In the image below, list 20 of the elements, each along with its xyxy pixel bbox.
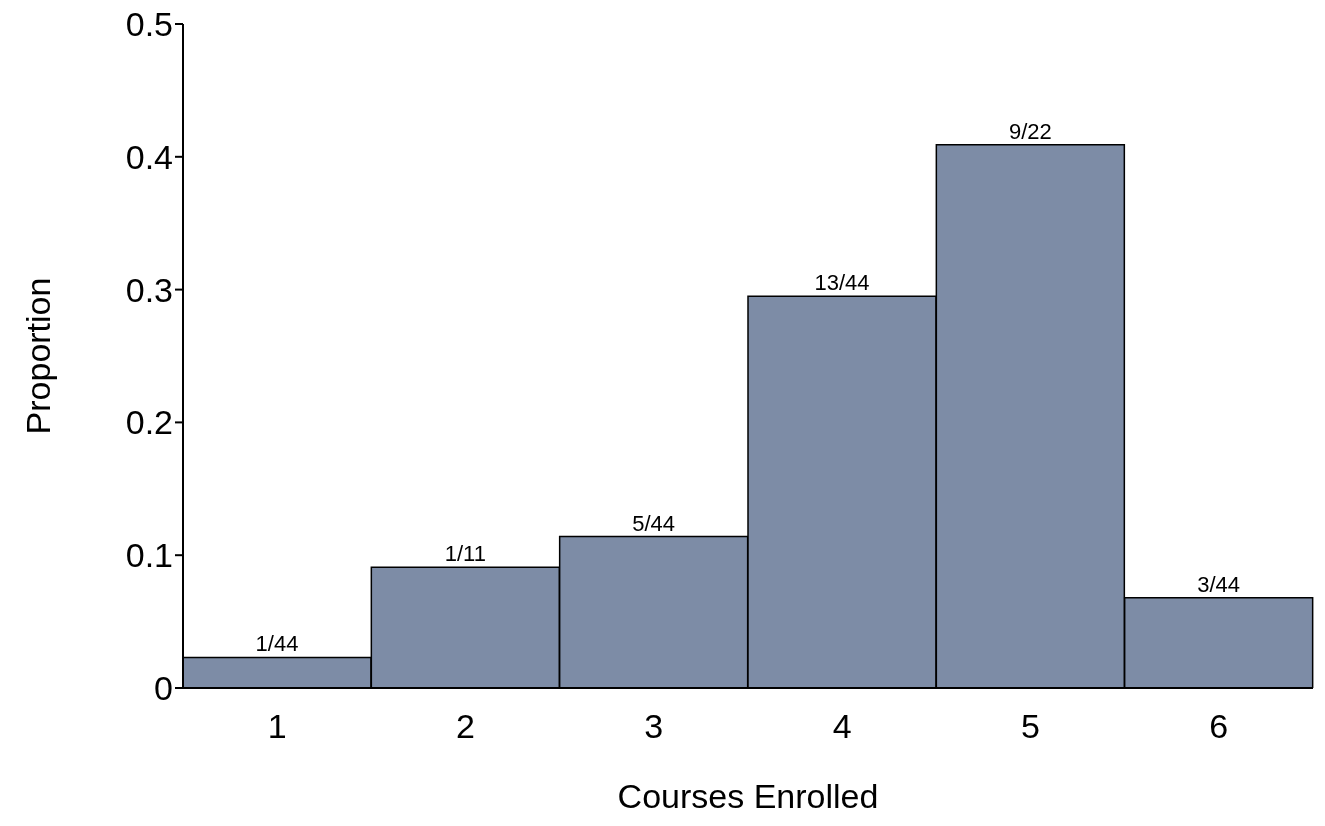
data-label: 9/22 <box>1008 118 1052 144</box>
y-tick-label: 0 <box>154 669 173 708</box>
y-tick-label: 0.1 <box>125 536 173 575</box>
x-tick-label: 5 <box>1021 707 1040 746</box>
x-tick-label: 2 <box>456 707 475 746</box>
y-tick-label: 0.2 <box>125 403 173 442</box>
x-tick-label: 4 <box>832 707 852 746</box>
data-label: 13/44 <box>814 270 870 296</box>
y-tick-label: 0.5 <box>125 5 173 44</box>
x-tick-label: 3 <box>644 707 664 746</box>
y-tick-label: 0.3 <box>125 270 173 309</box>
x-axis-title: Courses Enrolled <box>617 777 879 815</box>
data-label: 1/11 <box>444 541 486 567</box>
x-tick-label: 1 <box>267 707 287 746</box>
data-label: 3/44 <box>1197 571 1241 597</box>
y-axis-title: Proportion <box>19 277 58 435</box>
data-label: 5/44 <box>632 510 676 536</box>
y-tick-label: 0.4 <box>125 137 173 176</box>
x-tick-label: 6 <box>1209 707 1229 746</box>
data-label: 1/44 <box>255 631 299 657</box>
